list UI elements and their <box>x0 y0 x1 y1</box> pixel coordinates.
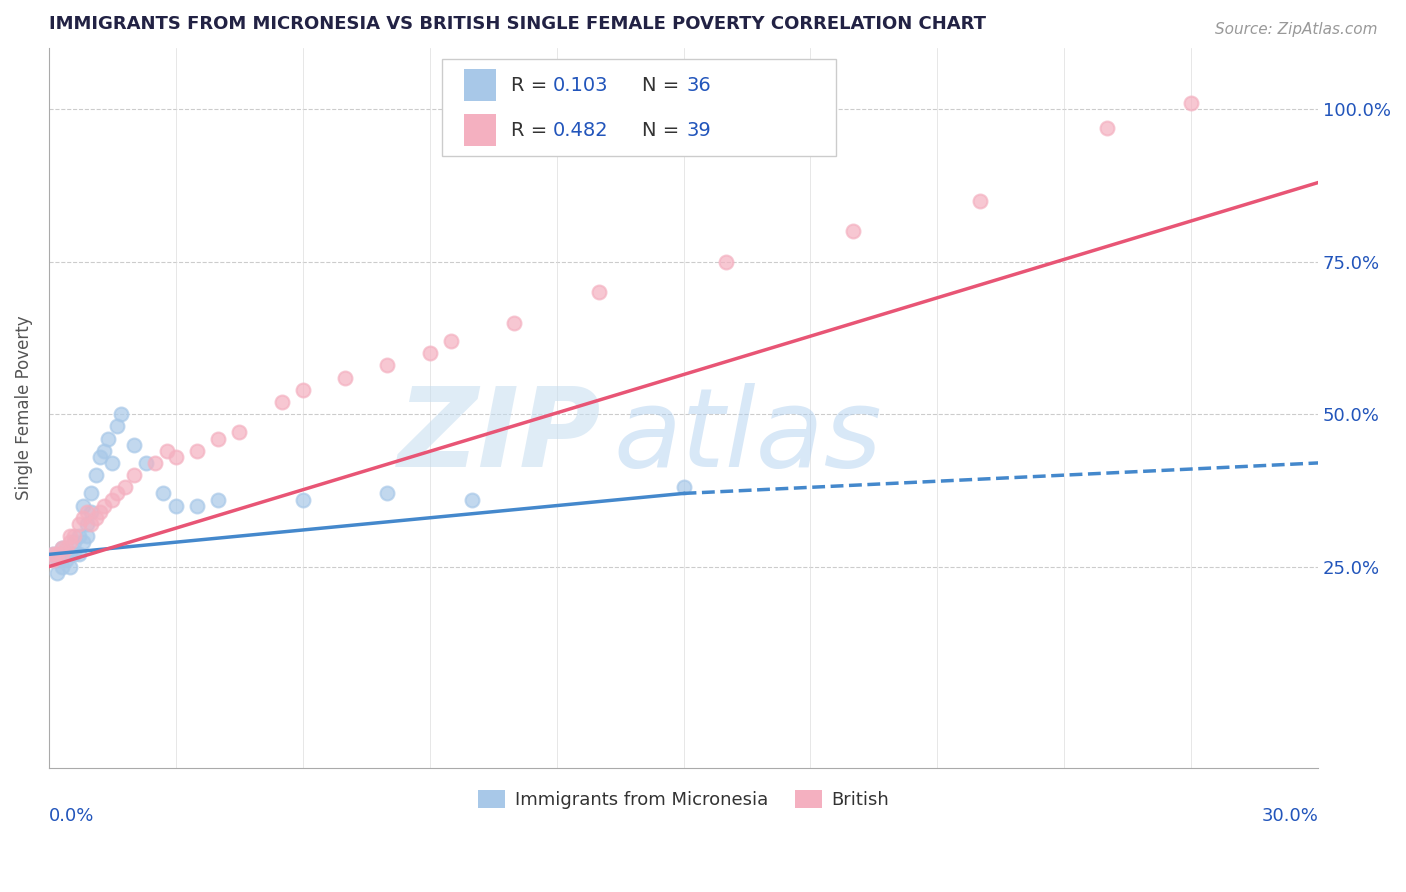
Point <box>101 492 124 507</box>
Point <box>93 443 115 458</box>
Point <box>228 425 250 440</box>
Text: 30.0%: 30.0% <box>1261 807 1319 825</box>
Point <box>503 316 526 330</box>
Text: IMMIGRANTS FROM MICRONESIA VS BRITISH SINGLE FEMALE POVERTY CORRELATION CHART: IMMIGRANTS FROM MICRONESIA VS BRITISH SI… <box>49 15 986 33</box>
Point <box>46 553 69 567</box>
Text: Source: ZipAtlas.com: Source: ZipAtlas.com <box>1215 22 1378 37</box>
Text: N =: N = <box>641 120 685 140</box>
Point <box>76 516 98 531</box>
Point <box>76 505 98 519</box>
Point <box>1095 120 1118 135</box>
Text: 0.103: 0.103 <box>553 76 609 95</box>
Text: N =: N = <box>641 76 685 95</box>
Point <box>207 432 229 446</box>
Point <box>135 456 157 470</box>
Point <box>59 559 82 574</box>
FancyBboxPatch shape <box>464 69 496 102</box>
Point <box>419 346 441 360</box>
Point <box>714 254 737 268</box>
Point <box>110 407 132 421</box>
FancyBboxPatch shape <box>443 59 835 156</box>
Point <box>377 359 399 373</box>
Point <box>270 395 292 409</box>
Point <box>67 547 90 561</box>
Point <box>80 516 103 531</box>
Point <box>152 486 174 500</box>
Point <box>51 547 73 561</box>
Point <box>165 450 187 464</box>
Point <box>59 547 82 561</box>
Point <box>122 437 145 451</box>
FancyBboxPatch shape <box>464 114 496 146</box>
Point <box>42 547 65 561</box>
Point <box>51 541 73 556</box>
Point <box>186 499 208 513</box>
Point <box>72 535 94 549</box>
Point <box>59 529 82 543</box>
Point <box>105 419 128 434</box>
Y-axis label: Single Female Poverty: Single Female Poverty <box>15 316 32 500</box>
Point <box>156 443 179 458</box>
Point <box>55 553 77 567</box>
Point <box>72 499 94 513</box>
Point <box>377 486 399 500</box>
Point <box>42 553 65 567</box>
Text: R =: R = <box>510 76 554 95</box>
Point <box>63 547 86 561</box>
Point <box>55 541 77 556</box>
Point <box>101 456 124 470</box>
Point <box>76 529 98 543</box>
Point <box>51 559 73 574</box>
Point <box>114 480 136 494</box>
Text: 36: 36 <box>686 76 711 95</box>
Point <box>80 486 103 500</box>
Point <box>333 370 356 384</box>
Point <box>588 285 610 300</box>
Point <box>55 547 77 561</box>
Point <box>67 516 90 531</box>
Point <box>969 194 991 208</box>
Point <box>186 443 208 458</box>
Point <box>440 334 463 348</box>
Text: R =: R = <box>510 120 554 140</box>
Text: 39: 39 <box>686 120 711 140</box>
Point <box>291 492 314 507</box>
Point <box>46 566 69 580</box>
Point <box>84 468 107 483</box>
Point <box>80 505 103 519</box>
Point <box>143 456 166 470</box>
Point <box>51 541 73 556</box>
Point <box>291 383 314 397</box>
Point <box>122 468 145 483</box>
Point <box>1180 96 1202 111</box>
Point <box>46 547 69 561</box>
Text: atlas: atlas <box>614 384 883 491</box>
Point <box>42 547 65 561</box>
Text: 0.0%: 0.0% <box>49 807 94 825</box>
Point <box>63 529 86 543</box>
Point <box>105 486 128 500</box>
Point <box>84 510 107 524</box>
Point <box>165 499 187 513</box>
Point <box>93 499 115 513</box>
Point <box>207 492 229 507</box>
Point <box>672 480 695 494</box>
Point <box>63 535 86 549</box>
Point <box>461 492 484 507</box>
Text: ZIP: ZIP <box>398 384 600 491</box>
Point <box>89 450 111 464</box>
Legend: Immigrants from Micronesia, British: Immigrants from Micronesia, British <box>471 782 896 816</box>
Text: 0.482: 0.482 <box>553 120 609 140</box>
Point <box>89 505 111 519</box>
Point <box>842 224 865 238</box>
Point <box>67 529 90 543</box>
Point <box>97 432 120 446</box>
Point <box>59 535 82 549</box>
Point <box>72 510 94 524</box>
